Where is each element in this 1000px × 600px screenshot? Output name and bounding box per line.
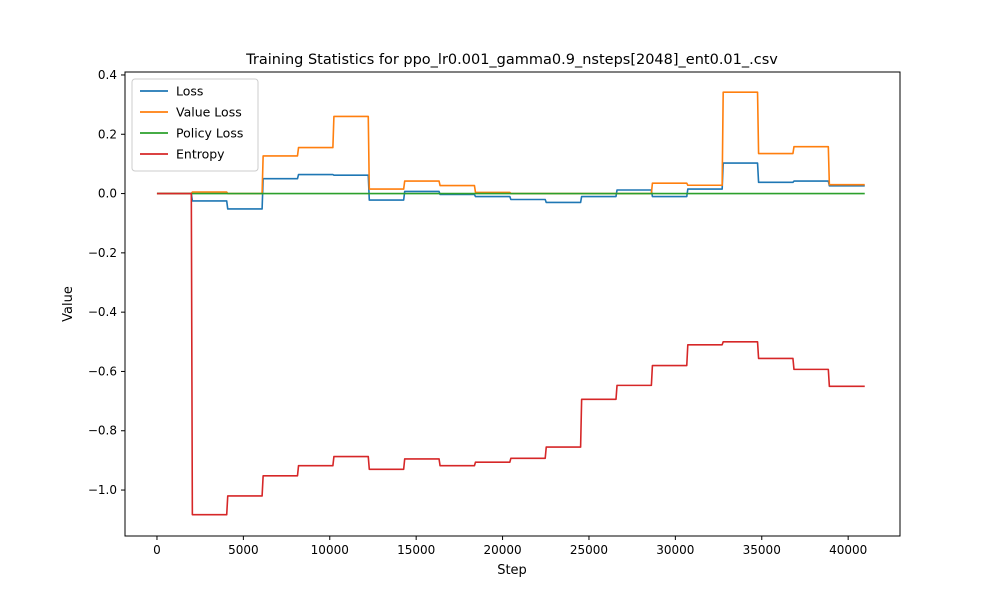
series-line-entropy [156,192,865,516]
legend-box [131,78,259,172]
x-tick-label: 20000 [483,543,521,557]
x-tick-label: 0 [153,543,161,557]
x-tick-label: 35000 [743,543,781,557]
y-tick-label: 0.4 [98,68,117,82]
legend-label: Entropy [176,147,225,162]
chart-title: Training Statistics for ppo_lr0.001_gamm… [245,52,778,68]
x-tick-label: 40000 [829,543,867,557]
x-tick-label: 25000 [570,543,608,557]
y-axis-label: Value [61,286,76,322]
y-tick-label: −1.0 [88,483,117,497]
series-layer [156,91,865,516]
y-tick-label: −0.4 [88,305,117,319]
legend-label: Loss [176,84,203,99]
y-tick-label: 0.0 [98,187,117,201]
y-tick-label: −0.2 [88,246,117,260]
y-tick-label: −0.8 [88,424,117,438]
x-axis-label: Step [497,563,527,578]
x-tick-label: 30000 [656,543,694,557]
x-tick-label: 10000 [311,543,349,557]
legend-label: Value Loss [176,105,242,120]
y-tick-label: 0.2 [98,127,117,141]
legend-label: Policy Loss [176,126,243,141]
y-tick-label: −0.6 [88,364,117,378]
x-tick-label: 15000 [397,543,435,557]
x-tick-label: 5000 [228,543,259,557]
x-axis: 0 5000 10000 15000 20000 25000 30000 35000 40000 [153,536,867,557]
y-axis: −1.0 −0.8 −0.6 −0.4 −0.2 0.0 0.2 0.4 [88,68,125,497]
plot-area-frame [124,71,901,537]
series-line-loss [156,162,865,210]
legend: Loss Value Loss Policy Loss Entropy [131,78,259,172]
